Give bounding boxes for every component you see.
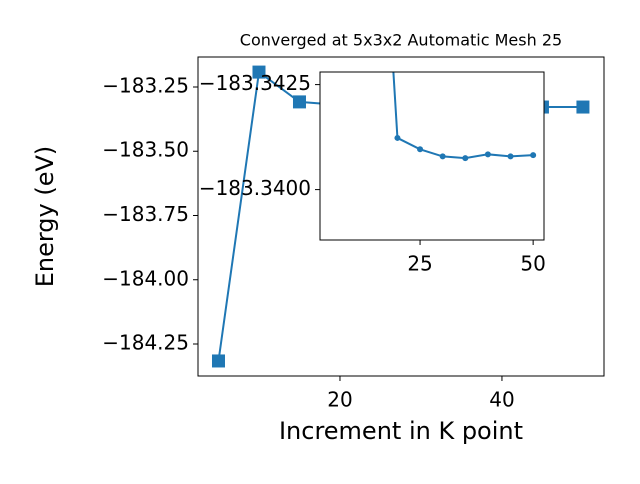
y-tick-label: −184.25 <box>102 331 189 355</box>
marker <box>439 153 446 160</box>
inset-axes: 25 50 −183.3400 −183.3425 <box>199 71 546 276</box>
y-tick-label: −183.25 <box>102 73 189 97</box>
x-tick-label: 20 <box>327 388 352 412</box>
marker <box>292 95 306 109</box>
y-tick-label: −183.50 <box>102 138 189 162</box>
y-axis-label: Energy (eV) <box>31 146 59 288</box>
y-tick-label: −184.00 <box>102 266 189 290</box>
axes-frame <box>319 71 545 241</box>
y-tick-label: −183.3425 <box>199 71 311 95</box>
chart-title: Converged at 5x3x2 Automatic Mesh 25 <box>240 31 562 50</box>
marker <box>211 354 225 368</box>
marker <box>394 134 401 141</box>
y-tick-label: −183.75 <box>102 202 189 226</box>
marker <box>417 146 424 153</box>
series-line <box>392 72 534 160</box>
x-tick-label: 40 <box>489 388 514 412</box>
marker <box>462 155 469 162</box>
x-axis-label: Increment in K point <box>279 417 523 445</box>
marker <box>252 65 266 79</box>
marker <box>507 153 514 160</box>
y-tick-label: −183.3400 <box>199 176 311 200</box>
x-tick-label: 50 <box>520 252 545 276</box>
plot-area <box>392 72 537 162</box>
marker <box>576 100 590 114</box>
x-tick-label: 25 <box>407 252 432 276</box>
marker <box>530 152 537 159</box>
axes-frame <box>197 56 605 377</box>
marker <box>484 151 491 158</box>
